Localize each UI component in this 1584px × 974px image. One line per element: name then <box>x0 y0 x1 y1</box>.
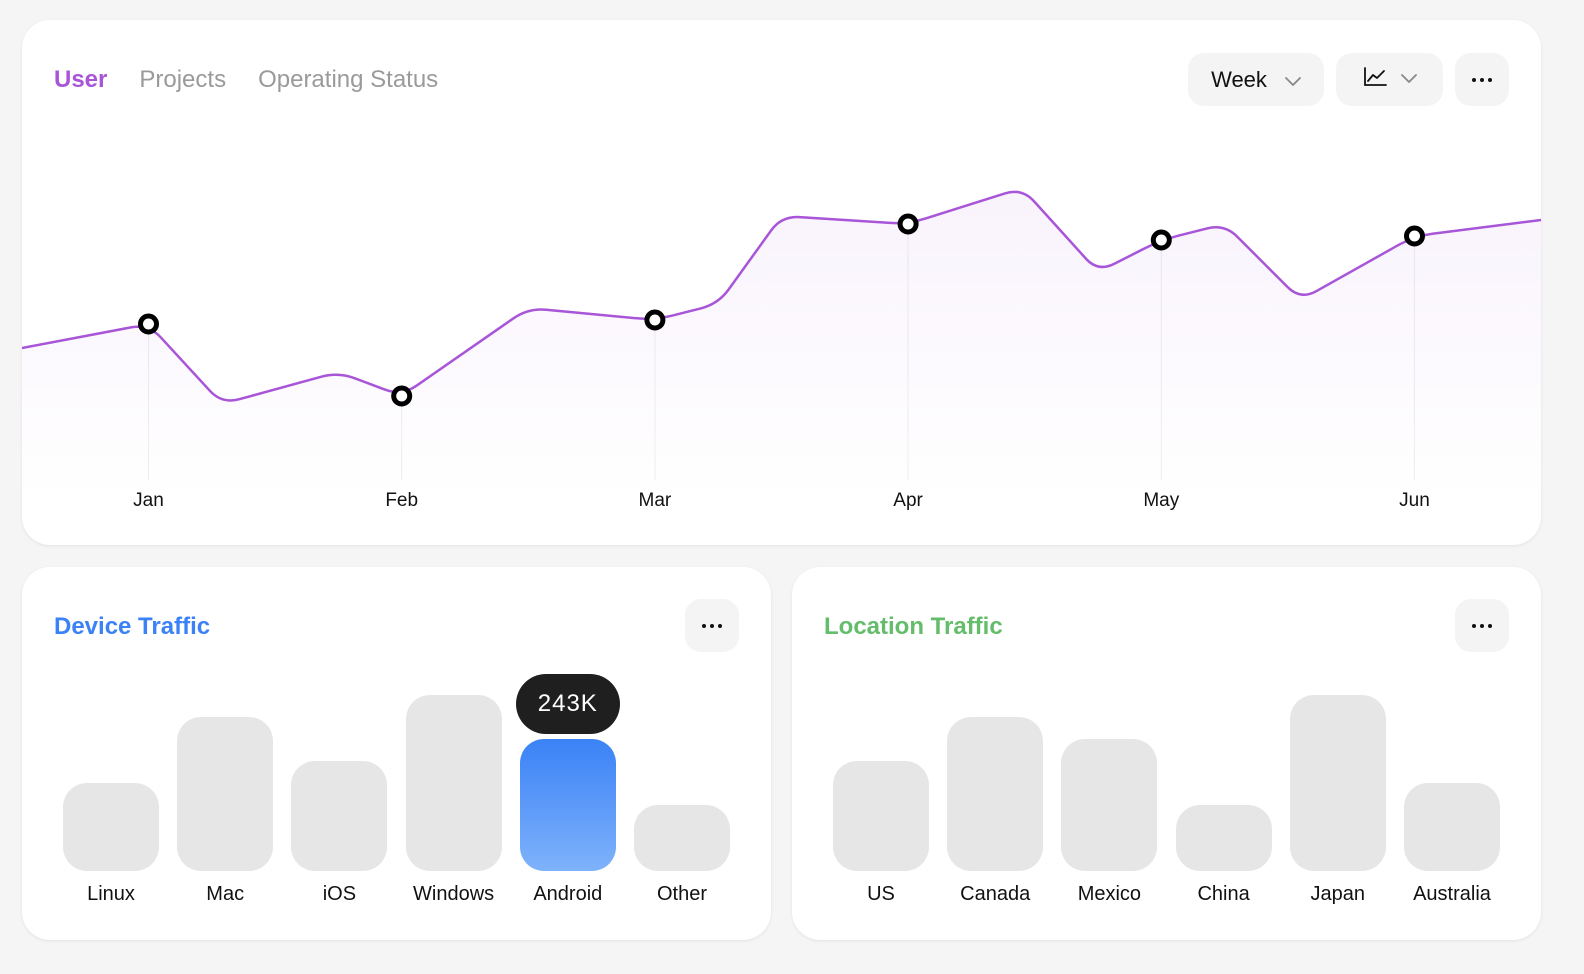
tab-operating-status[interactable]: Operating Status <box>258 66 439 93</box>
more-horizontal-icon <box>702 623 722 628</box>
device-bar-label-windows: Windows <box>413 883 495 905</box>
location-bar-label-japan: Japan <box>1310 883 1366 905</box>
tab-user[interactable]: User <box>54 66 108 93</box>
period-select[interactable]: Week <box>1188 53 1324 106</box>
device-bar-label-android: Android <box>533 883 603 905</box>
location-bar-label-australia: Australia <box>1413 883 1491 905</box>
device-bar-android[interactable] <box>519 739 616 871</box>
location-traffic-title: Location Traffic <box>824 613 1003 640</box>
user-line-chart: Jan Feb Mar Apr May Jun <box>22 190 1541 511</box>
location-bar-china[interactable] <box>1175 805 1272 871</box>
data-point-jan[interactable] <box>138 313 159 335</box>
device-bar-other[interactable] <box>634 805 730 871</box>
device-bar-label-other: Other <box>656 883 708 905</box>
device-bar-linux[interactable] <box>63 783 159 871</box>
line-chart-icon <box>1363 67 1387 92</box>
device-traffic-title: Device Traffic <box>54 613 211 640</box>
data-point-feb[interactable] <box>391 385 413 407</box>
location-bar-mexico[interactable] <box>1061 739 1158 871</box>
location-bar-japan[interactable] <box>1289 695 1386 871</box>
chevron-down-icon <box>1285 67 1301 93</box>
tab-bar: User Projects Operating Status <box>54 64 438 96</box>
location-bar-canada[interactable] <box>947 717 1044 871</box>
data-point-may[interactable] <box>1150 229 1172 251</box>
x-tick-label-may: May <box>1143 490 1179 511</box>
device-traffic-card: Device Traffic Linux Mac iOS Windows Android… <box>22 567 771 940</box>
location-bar-label-mexico: Mexico <box>1077 883 1142 905</box>
x-tick-label-mar: Mar <box>639 490 672 511</box>
chart-controls: Week <box>1188 53 1509 106</box>
location-traffic-bar-chart: US Canada Mexico China Japan Australia <box>833 667 1501 905</box>
device-bar-ios[interactable] <box>291 761 388 871</box>
device-bar-mac[interactable] <box>177 717 274 871</box>
device-bar-label-ios: iOS <box>322 883 357 905</box>
device-bar-windows[interactable] <box>405 695 502 871</box>
tab-projects[interactable]: Projects <box>139 66 227 93</box>
data-point-apr[interactable] <box>897 213 919 235</box>
line-chart-series <box>22 190 1541 402</box>
x-tick-label-jun: Jun <box>1399 490 1430 511</box>
x-tick-label-feb: Feb <box>385 490 418 511</box>
location-traffic-card: Location Traffic US Canada Mexico China Japa… <box>792 567 1541 940</box>
location-bar-us[interactable] <box>833 761 929 871</box>
device-traffic-more-button[interactable] <box>685 599 739 652</box>
x-tick-label-apr: Apr <box>893 490 923 511</box>
more-horizontal-icon <box>1472 77 1492 82</box>
more-horizontal-icon <box>1472 623 1492 628</box>
location-bar-label-us: US <box>867 883 895 905</box>
location-bar-label-canada: Canada <box>960 883 1031 905</box>
chart-type-select[interactable] <box>1336 53 1443 106</box>
location-bar-label-china: China <box>1197 883 1250 905</box>
data-point-mar[interactable] <box>644 309 666 331</box>
period-select-value: Week <box>1211 66 1267 92</box>
line-chart-area <box>22 191 1541 500</box>
device-bar-label-mac: Mac <box>206 883 245 905</box>
location-traffic-more-button[interactable] <box>1455 599 1509 652</box>
data-point-jun[interactable] <box>1404 225 1425 247</box>
device-bar-label-linux: Linux <box>87 883 135 905</box>
device-traffic-bar-chart: Linux Mac iOS Windows Android 243K Other <box>63 667 731 905</box>
device-tooltip: 243K <box>515 674 620 734</box>
location-bar-australia[interactable] <box>1404 783 1500 871</box>
user-chart-card: Jan Feb Mar Apr May Jun User Projects Operati… <box>22 20 1541 545</box>
more-options-button[interactable] <box>1455 53 1509 106</box>
x-tick-label-jan: Jan <box>133 490 164 511</box>
chevron-down-icon <box>1400 71 1417 89</box>
